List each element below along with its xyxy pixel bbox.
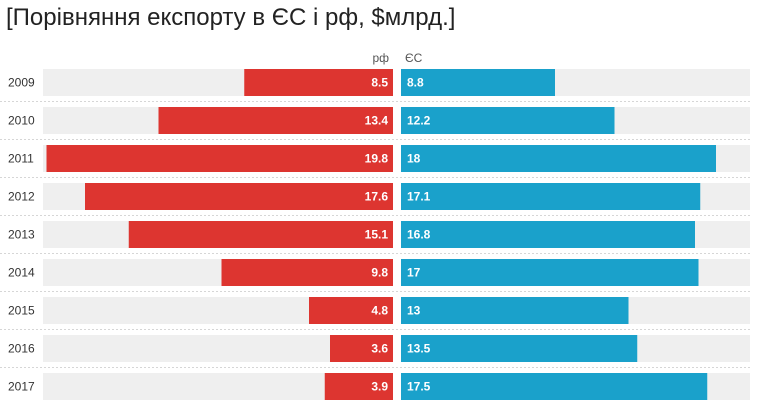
value-label-rf: 13.4 (365, 114, 389, 128)
category-label: 2011 (8, 152, 34, 166)
bar-eu (401, 145, 716, 172)
category-label: 2016 (8, 342, 35, 356)
value-label-eu: 16.8 (407, 228, 431, 242)
bar-eu (401, 297, 629, 324)
value-label-rf: 9.8 (371, 266, 388, 280)
category-label: 2012 (8, 190, 35, 204)
category-label: 2014 (8, 266, 35, 280)
value-label-eu: 17 (407, 266, 421, 280)
bar-rf (330, 335, 393, 362)
value-label-eu: 13.5 (407, 342, 431, 356)
bar-rf (309, 297, 393, 324)
bar-rf (128, 221, 393, 248)
value-label-eu: 8.8 (407, 76, 424, 90)
bar-rf (85, 183, 393, 210)
bar-rf (244, 69, 393, 96)
value-label-eu: 17.1 (407, 190, 431, 204)
value-label-rf: 19.8 (365, 152, 389, 166)
value-label-eu: 13 (407, 304, 421, 318)
legend-label-eu: ЄС (405, 51, 423, 65)
bar-eu (401, 183, 701, 210)
value-label-rf: 8.5 (371, 76, 388, 90)
chart-title: [Порівняння експорту в ЄС і рф, $млрд.] (6, 4, 456, 31)
bar-rf (221, 259, 393, 286)
legend-label-rf: рф (372, 51, 389, 65)
value-label-eu: 18 (407, 152, 421, 166)
bar-eu (401, 335, 638, 362)
value-label-rf: 3.9 (371, 380, 388, 394)
bar-eu (401, 259, 699, 286)
bar-eu (401, 221, 695, 248)
bar-rf (46, 145, 393, 172)
bar-eu (401, 107, 615, 134)
value-label-eu: 12.2 (407, 114, 431, 128)
bar-eu (401, 373, 708, 400)
category-label: 2017 (8, 380, 35, 394)
value-label-rf: 15.1 (365, 228, 389, 242)
value-label-rf: 17.6 (365, 190, 389, 204)
bar-eu (401, 69, 555, 96)
bar-rf (158, 107, 393, 134)
category-label: 2015 (8, 304, 35, 318)
category-label: 2009 (8, 76, 35, 90)
value-label-rf: 3.6 (371, 342, 388, 356)
value-label-eu: 17.5 (407, 380, 431, 394)
value-label-rf: 4.8 (371, 304, 388, 318)
category-label: 2013 (8, 228, 35, 242)
bar-rf (324, 373, 393, 400)
category-label: 2010 (8, 114, 35, 128)
